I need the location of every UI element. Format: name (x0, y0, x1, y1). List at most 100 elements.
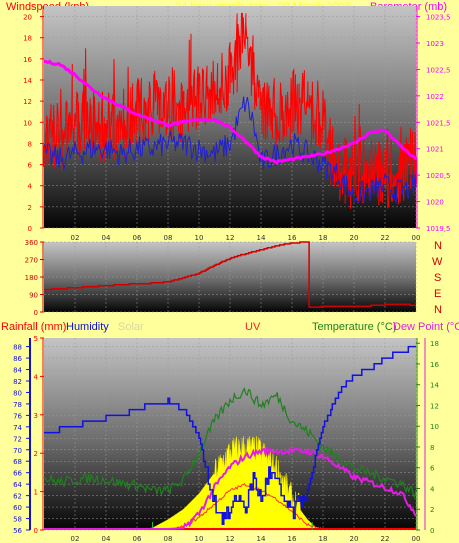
wind-x-tick-label: 04 (102, 234, 111, 242)
humidity-tick-label: 76 (13, 412, 22, 420)
temperature-axis-title: Temperature (°C) (312, 321, 397, 333)
avg-windspeed-series-line (43, 96, 417, 205)
wind-tick-label: 20 (23, 14, 32, 22)
humidity-tick-label: 70 (13, 447, 22, 455)
baro-tick-label: 1022,5 (426, 66, 451, 74)
wind-tick-label: 18 (23, 35, 32, 43)
rain-tick-label: 0 (34, 527, 38, 535)
baro-tick-label: 1020,5 (426, 172, 451, 180)
temp-tick-label: 14 (430, 382, 439, 390)
dew-point-series-line (44, 445, 417, 530)
wind-tick-label: 2 (28, 204, 32, 212)
wind-x-tick-label: 12 (226, 234, 235, 242)
baro-tick-label: 1019,5 (426, 225, 451, 233)
uv-axis-title: UV (245, 321, 261, 333)
baro-tick-label: 1021,5 (426, 119, 451, 127)
wind-dir-label-w: W (432, 256, 443, 268)
wind-x-tick-label: 00 (412, 234, 421, 242)
wind-tick-label: 8 (28, 140, 32, 148)
wind-tick-label: 10 (23, 119, 32, 127)
baro-tick-label: 1023 (426, 40, 444, 48)
temp-tick-label: 6 (430, 465, 435, 473)
temp-tick-label: 16 (430, 361, 439, 369)
bottom-x-tick-label: 12 (226, 535, 235, 543)
rain-tick-label: 1 (34, 489, 38, 497)
humidity-tick-label: 72 (13, 435, 22, 443)
direction-tick-label: 0 (34, 309, 38, 317)
temp-tick-label: 12 (430, 402, 439, 410)
windspeed-series-line (43, 12, 417, 210)
uv-series-line (175, 482, 324, 531)
temp-tick-label: 2 (430, 506, 434, 514)
wind-x-tick-label: 14 (257, 234, 266, 242)
rain-tick-label: 5 (34, 335, 38, 343)
bottom-x-tick-label: 18 (319, 535, 328, 543)
wind-tick-label: 4 (28, 183, 33, 191)
temp-tick-label: 10 (430, 423, 439, 431)
direction-tick-label: 270 (25, 257, 38, 265)
bottom-x-tick-label: 02 (71, 535, 80, 543)
bottom-x-tick-label: 22 (381, 535, 390, 543)
humidity-tick-label: 62 (13, 493, 22, 501)
wind-x-tick-label: 02 (71, 234, 80, 242)
bottom-x-tick-label: 14 (257, 535, 266, 543)
wind-x-tick-label: 08 (164, 234, 173, 242)
humidity-tick-label: 74 (13, 424, 22, 432)
bottom-x-tick-label: 16 (288, 535, 297, 543)
wind-tick-label: 0 (28, 225, 32, 233)
rain-tick-label: 3 (34, 412, 38, 420)
rain-tick-label: 2 (34, 450, 38, 458)
bottom-x-tick-label: 10 (195, 535, 204, 543)
humidity-series-line (44, 345, 416, 526)
baro-tick-label: 1023,5 (426, 14, 451, 22)
bottom-x-tick-label: 00 (412, 535, 421, 543)
bottom-x-tick-label: 06 (133, 535, 142, 543)
humidity-tick-label: 84 (13, 367, 22, 375)
humidity-tick-label: 60 (13, 504, 22, 512)
rainfall-axis-title: Rainfall (mm) (1, 321, 67, 333)
baro-tick-label: 1021 (426, 146, 444, 154)
wind-direction-series-line (44, 241, 416, 308)
barometer-series-line (44, 59, 418, 165)
humidity-tick-label: 64 (13, 481, 22, 489)
bottom-x-tick-label: 08 (164, 535, 173, 543)
temp-tick-label: 4 (430, 485, 435, 493)
wind-tick-label: 16 (23, 56, 32, 64)
temp-tick-label: 0 (430, 527, 434, 535)
direction-tick-label: 90 (29, 292, 38, 300)
bottom-x-tick-label: 04 (102, 535, 111, 543)
humidity-tick-label: 80 (13, 389, 22, 397)
wind-dir-label-s: S (434, 272, 442, 284)
wind-dir-label-n-top: N (434, 240, 442, 252)
rain-tick-label: 4 (34, 373, 39, 381)
wind-x-tick-label: 20 (350, 234, 359, 242)
temp-tick-label: 18 (430, 340, 439, 348)
wind-dir-label-n-bottom: N (434, 304, 442, 316)
wind-x-tick-label: 06 (133, 234, 142, 242)
wind-x-tick-label: 16 (288, 234, 297, 242)
direction-tick-label: 180 (25, 274, 38, 282)
wind-x-tick-label: 18 (319, 234, 328, 242)
humidity-tick-label: 56 (13, 527, 22, 535)
wind-tick-label: 6 (28, 162, 33, 170)
solar-axis-title: Solar (118, 321, 144, 333)
humidity-tick-label: 68 (13, 458, 22, 466)
direction-tick-label: 360 (25, 239, 38, 247)
bottom-x-tick-label: 20 (350, 535, 359, 543)
solar-series-area (144, 435, 324, 531)
wind-dir-label-e: E (434, 288, 442, 300)
humidity-tick-label: 78 (13, 401, 22, 409)
baro-tick-label: 1020 (426, 199, 444, 207)
temp-tick-label: 8 (430, 444, 434, 452)
wind-tick-label: 12 (23, 98, 32, 106)
dew-point-axis-title: Dew Point (°C) (393, 321, 459, 333)
baro-tick-label: 1022 (426, 93, 444, 101)
wind-x-tick-label: 10 (195, 234, 204, 242)
wind-tick-label: 14 (23, 77, 32, 85)
humidity-axis-title: Humidity (66, 321, 109, 333)
temperature-series-line (43, 387, 417, 500)
wind-x-tick-label: 22 (381, 234, 390, 242)
humidity-tick-label: 88 (13, 344, 22, 352)
humidity-tick-label: 86 (13, 355, 22, 363)
